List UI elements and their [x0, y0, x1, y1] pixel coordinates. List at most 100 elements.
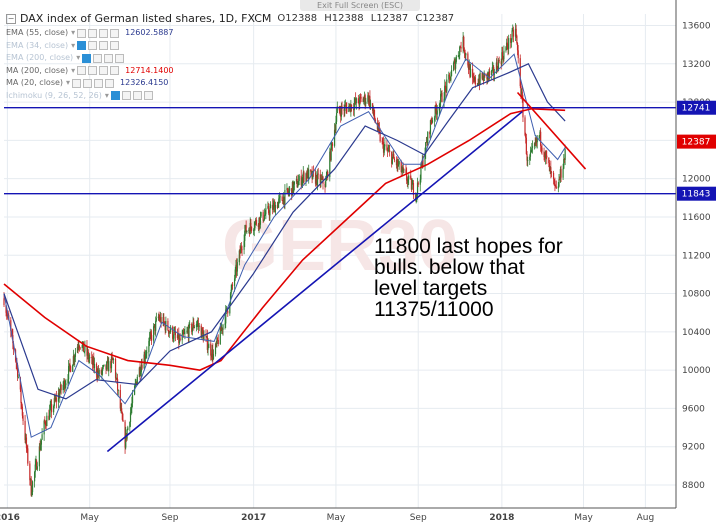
indicator-row[interactable]: EMA (34, close) ▾ [6, 40, 458, 53]
close-icon[interactable] [99, 66, 109, 76]
more-icon[interactable] [110, 66, 120, 76]
candle-body [293, 181, 296, 185]
candle-body [415, 195, 417, 199]
candle-body [117, 389, 119, 391]
candle-body [150, 335, 153, 341]
candle-body [305, 173, 307, 183]
candle-body [488, 71, 490, 77]
candle-body [549, 167, 551, 172]
candle-body [233, 278, 236, 286]
candle-body [381, 141, 383, 143]
close-icon[interactable] [94, 78, 104, 88]
settings-icon[interactable] [88, 28, 98, 38]
eye-icon[interactable] [82, 53, 92, 63]
exit-fullscreen-button[interactable]: Exit Full Screen (ESC) [300, 0, 420, 11]
more-icon[interactable] [115, 53, 125, 63]
indicator-row[interactable]: Ichimoku (9, 26, 52, 26) ▾ [6, 90, 458, 103]
candle-body [267, 206, 270, 213]
candle-body [148, 337, 151, 342]
candle-body [487, 73, 489, 77]
close-icon[interactable] [104, 53, 114, 63]
candle-body [96, 374, 98, 377]
dropdown-arrow-icon[interactable]: ▾ [104, 90, 109, 100]
candle-body [212, 349, 214, 360]
candle-body [310, 169, 312, 172]
candle-body [544, 151, 547, 158]
settings-icon[interactable] [88, 41, 98, 51]
settings-icon[interactable] [121, 91, 131, 101]
dropdown-arrow-icon[interactable]: ▾ [76, 53, 81, 62]
candle-body [531, 147, 533, 151]
settings-icon[interactable] [88, 66, 98, 76]
indicator-row[interactable]: EMA (200, close) ▾ [6, 52, 458, 65]
candle-body [440, 93, 442, 103]
eye-icon[interactable] [110, 91, 120, 101]
candle-body [325, 180, 327, 187]
candle-body [91, 357, 94, 365]
dropdown-arrow-icon[interactable]: ▾ [71, 28, 76, 37]
candle-body [95, 363, 98, 375]
settings-icon[interactable] [83, 78, 93, 88]
candle-body [269, 208, 271, 216]
candle-body [359, 96, 361, 106]
candle-body [395, 160, 398, 166]
candle-body [111, 356, 113, 359]
more-icon[interactable] [105, 78, 115, 88]
price-tag-label: 11843 [682, 190, 711, 200]
indicator-label: Ichimoku (9, 26, 52, 26) [6, 90, 102, 100]
candle-body [303, 172, 305, 183]
close-icon[interactable] [99, 41, 109, 51]
more-icon[interactable] [143, 91, 153, 101]
settings-icon[interactable] [93, 53, 103, 63]
eye-icon[interactable] [77, 66, 87, 76]
candle-body [112, 358, 114, 360]
candle-body [458, 55, 460, 57]
candle-body [476, 83, 478, 85]
candle-body [135, 381, 137, 384]
dropdown-arrow-icon[interactable]: ▾ [71, 65, 76, 75]
candle-body [191, 327, 194, 332]
candle-body [182, 331, 185, 334]
candle-body [103, 364, 105, 366]
close-icon[interactable] [99, 28, 109, 38]
candle-body [474, 77, 476, 85]
indicator-row[interactable]: MA (200, close) ▾ 12714.1400 [6, 65, 458, 78]
more-icon[interactable] [110, 41, 120, 51]
candle-body [414, 195, 417, 199]
eye-icon[interactable] [77, 41, 87, 51]
candle-body [553, 179, 555, 181]
candle-body [231, 284, 234, 286]
candle-body [393, 154, 395, 159]
indicator-row[interactable]: EMA (55, close) ▾ 12602.5887 [6, 27, 458, 40]
candle-body [431, 120, 434, 123]
indicator-row[interactable]: MA (20, close) ▾ 12326.4150 [6, 77, 458, 90]
more-icon[interactable] [110, 28, 120, 38]
candle-body [401, 170, 403, 172]
candle-body [40, 439, 43, 445]
candle-body [506, 42, 508, 48]
candle-body [478, 80, 480, 85]
candle-body [516, 35, 518, 44]
candle-body [367, 95, 370, 103]
annotation-line: 11800 last hopes for [374, 235, 563, 258]
candle-body [140, 371, 142, 375]
collapse-icon[interactable]: − [6, 14, 16, 24]
candle-body [489, 71, 491, 75]
y-tick-label: 10000 [682, 366, 711, 376]
candle-body [263, 219, 265, 221]
eye-icon[interactable] [72, 78, 82, 88]
y-tick-label: 9200 [682, 443, 705, 453]
candle-body [173, 331, 175, 339]
candle-body [246, 230, 248, 233]
candle-body [30, 478, 32, 496]
dropdown-arrow-icon[interactable]: ▾ [66, 78, 71, 87]
candle-body [279, 196, 281, 198]
eye-icon[interactable] [77, 28, 87, 38]
close-icon[interactable] [132, 91, 142, 101]
candle-body [355, 98, 357, 104]
candle-body [538, 135, 540, 139]
dropdown-arrow-icon[interactable]: ▾ [71, 40, 76, 50]
x-tick-label: 2016 [0, 513, 20, 523]
